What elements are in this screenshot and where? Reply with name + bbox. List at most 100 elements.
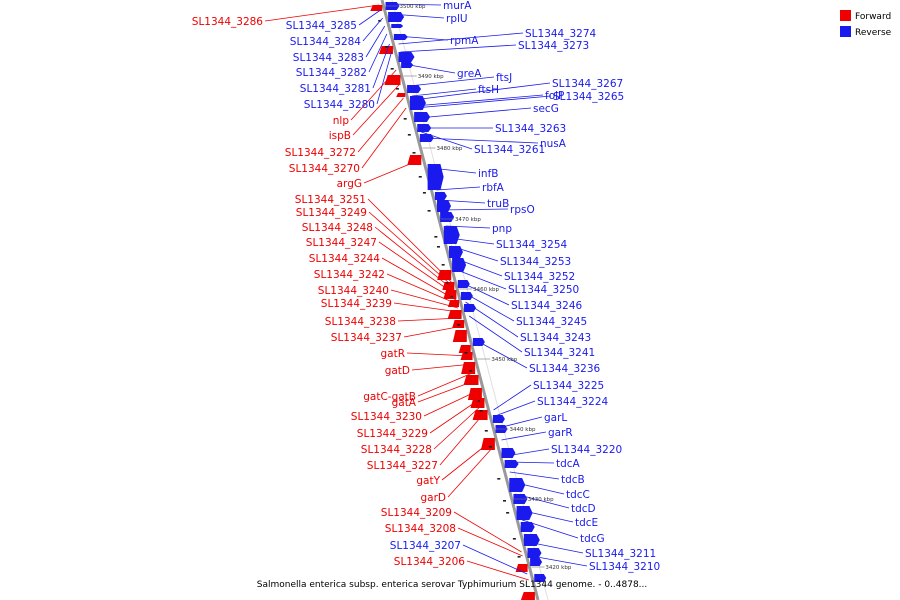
feature-mark [464,352,468,354]
leader-line [372,43,390,89]
gene-label-tdcb: tdcB [561,474,585,486]
tick-label: 3460 kbp [473,287,499,293]
reverse-gene-feature [523,534,540,546]
forward-gene-feature [370,5,383,11]
reverse-gene-feature [527,548,542,558]
tick-label: 3470 kbp [455,217,481,223]
feature-mark [441,264,445,266]
feature-mark [517,556,521,558]
leader-line [417,379,477,403]
feature-mark [407,134,411,136]
leader-line [396,35,449,41]
leader-line [417,107,532,119]
gene-label-sl1344-3206: SL1344_3206 [394,556,466,568]
gene-label-sl1344-3272: SL1344_3272 [285,147,356,159]
forward-gene-feature [467,388,482,400]
reverse-gene-feature [414,112,431,122]
leader-line [423,389,480,417]
reverse-gene-feature [504,460,519,468]
feature-mark [395,88,399,90]
reverse-gene-feature [443,226,460,244]
leader-line [357,97,404,153]
feature-mark [469,370,473,372]
leader-line [457,269,507,290]
leader-line [376,51,392,105]
leader-line [465,301,519,338]
reverse-gene-feature [492,415,505,423]
gene-label-tdcg: tdcG [580,533,605,545]
leader-line [441,439,493,481]
gene-label-sl1344-3254: SL1344_3254 [496,239,568,251]
gene-label-rbfa: rbfA [482,182,505,194]
gene-label-secg: secG [533,103,559,115]
forward-gene-feature [515,564,528,572]
legend-forward-swatch [840,10,851,21]
gene-label-gatc-gatb: gatC-gatB [363,391,416,403]
gene-label-sl1344-3241: SL1344_3241 [524,347,595,359]
gene-label-sl1344-3236: SL1344_3236 [529,363,601,375]
feature-mark [390,68,394,70]
feature-mark [403,118,407,120]
gene-label-sl1344-3208: SL1344_3208 [385,523,456,535]
gene-label-sl1344-3261: SL1344_3261 [474,144,545,156]
leader-line [362,17,383,42]
tick-label: 3420 kbp [545,565,571,571]
leader-line [358,9,381,26]
leader-line [448,237,495,245]
leader-line [429,397,482,434]
gene-label-trub: truB [487,198,509,210]
reverse-gene-feature [464,304,477,312]
gene-label-sl1344-3253: SL1344_3253 [500,256,571,268]
leader-line [368,211,453,287]
gene-label-folp: folP [545,90,564,102]
leader-line [264,4,380,22]
leader-line [460,281,510,306]
gene-label-sl1344-3286: SL1344_3286 [192,16,264,28]
leader-line [438,199,486,204]
gene-label-sl1344-3285: SL1344_3285 [286,20,357,32]
leader-line [475,339,528,369]
leader-line [411,363,473,371]
leader-line [493,384,532,411]
gene-label-tdcc: tdcC [566,489,590,501]
leader-line [414,94,544,107]
leader-line [365,25,386,58]
leader-line [415,95,552,109]
reverse-gene-feature [501,448,516,458]
leader-line [363,159,420,184]
gene-label-pnp: pnp [492,223,512,235]
gene-label-sl1344-3220: SL1344_3220 [551,444,622,456]
leader-line [374,226,454,291]
gene-label-sl1344-3210: SL1344_3210 [589,561,660,573]
forward-gene-feature [463,375,479,385]
gene-label-sl1344-3280: SL1344_3280 [304,99,375,111]
tick-label: 3450 kbp [491,357,517,363]
forward-gene-feature [448,300,459,307]
gene-label-sl1344-3207: SL1344_3207 [390,540,461,552]
gene-label-ftsj: ftsJ [496,72,512,84]
leader-line [393,302,460,313]
reverse-gene-feature [516,506,533,520]
leader-line [462,544,528,575]
leader-line [441,208,509,211]
reverse-gene-feature [440,212,455,222]
gene-label-sl1344-3225: SL1344_3225 [533,380,604,392]
gene-label-rpma: rpmA [450,35,479,47]
gene-label-sl1344-3284: SL1344_3284 [290,36,362,48]
reverse-gene-feature [520,522,535,532]
leader-line [498,416,543,429]
gene-labels-group: SL1344_3286 SL1344_3285 SL1344_3284 SL1344_… [192,0,660,573]
feature-mark [412,152,416,154]
forward-gene-feature [472,410,488,420]
feature-mark [449,296,453,298]
gene-label-sl1344-3239: SL1344_3239 [321,298,392,310]
gene-label-argg: argG [337,178,362,190]
gene-label-mura: murA [443,0,472,12]
leader-line [505,448,550,457]
reverse-gene-feature [460,292,473,300]
forward-gene-feature [458,345,471,353]
gene-label-sl1344-3243: SL1344_3243 [520,332,591,344]
gene-label-sl1344-3246: SL1344_3246 [511,300,583,312]
leader-line [409,76,495,87]
